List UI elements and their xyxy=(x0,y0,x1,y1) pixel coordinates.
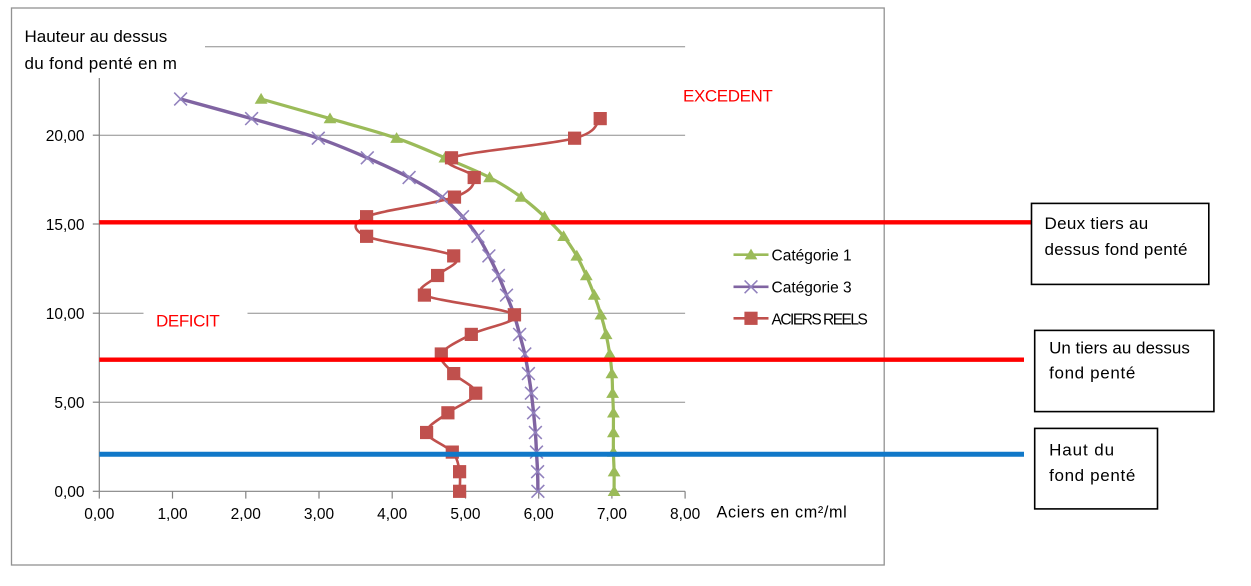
svg-text:10,00: 10,00 xyxy=(46,306,85,323)
svg-text:DEFICIT: DEFICIT xyxy=(156,312,219,331)
svg-text:8,00: 8,00 xyxy=(670,506,701,523)
svg-text:0,00: 0,00 xyxy=(54,484,85,501)
svg-text:dessus fond penté: dessus fond penté xyxy=(1045,240,1188,259)
svg-text:du fond penté en m: du fond penté en m xyxy=(25,54,178,73)
svg-text:2,00: 2,00 xyxy=(231,506,262,523)
svg-text:ACIERS REELS: ACIERS REELS xyxy=(772,311,868,328)
svg-text:EXCEDENT: EXCEDENT xyxy=(683,87,772,106)
svg-text:15,00: 15,00 xyxy=(46,217,85,234)
svg-text:6,00: 6,00 xyxy=(524,506,555,523)
svg-text:1,00: 1,00 xyxy=(157,506,188,523)
svg-text:Catégorie 3: Catégorie 3 xyxy=(772,280,852,297)
svg-text:fond penté: fond penté xyxy=(1049,364,1136,383)
svg-text:Deux tiers au: Deux tiers au xyxy=(1045,214,1149,233)
svg-text:5,00: 5,00 xyxy=(54,395,85,412)
svg-text:4,00: 4,00 xyxy=(377,506,408,523)
svg-text:Haut du: Haut du xyxy=(1049,441,1115,460)
svg-text:0,00: 0,00 xyxy=(84,506,115,523)
svg-text:Catégorie 1: Catégorie 1 xyxy=(772,247,852,264)
svg-text:7,00: 7,00 xyxy=(597,506,628,523)
svg-text:3,00: 3,00 xyxy=(304,506,335,523)
svg-text:20,00: 20,00 xyxy=(46,128,85,145)
svg-text:Un tiers au dessus: Un tiers au dessus xyxy=(1049,339,1190,358)
svg-text:Aciers en cm²/ml: Aciers en cm²/ml xyxy=(717,503,848,521)
svg-text:Hauteur au dessus: Hauteur au dessus xyxy=(25,27,168,46)
svg-text:fond penté: fond penté xyxy=(1049,466,1136,485)
svg-text:5,00: 5,00 xyxy=(450,506,481,523)
